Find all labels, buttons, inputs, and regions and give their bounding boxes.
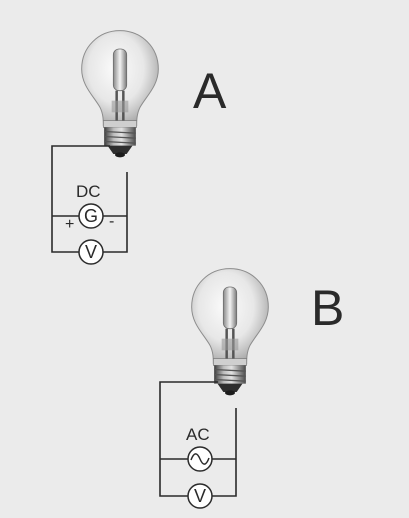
- source-a-type-label: DC: [76, 182, 101, 201]
- generator-a-icon: [78, 203, 104, 229]
- minus-terminal-label: -: [109, 213, 114, 230]
- bulb-a-label: A: [193, 63, 227, 119]
- bulb-a-icon: [80, 29, 160, 159]
- bulb-a-group: A DC G + - V: [51, 29, 227, 265]
- voltmeter-a-symbol: V: [85, 242, 97, 262]
- plus-terminal-label: +: [65, 216, 74, 233]
- voltmeter-b-icon: [187, 483, 213, 509]
- bulb-b-group: B AC V: [159, 267, 344, 509]
- source-b-type-label: AC: [186, 425, 210, 444]
- ac-source-b: [187, 446, 213, 472]
- voltmeter-b-symbol: V: [194, 486, 206, 506]
- voltmeter-a-icon: [78, 239, 104, 265]
- generator-a: G: [78, 203, 104, 229]
- voltmeter-b: V: [187, 483, 213, 509]
- generator-a-symbol: G: [84, 206, 98, 226]
- bulb-b-label: B: [311, 280, 344, 336]
- bulb-b-icon: [190, 267, 270, 397]
- sine-wave-icon: [190, 453, 210, 465]
- voltmeter-a: V: [78, 239, 104, 265]
